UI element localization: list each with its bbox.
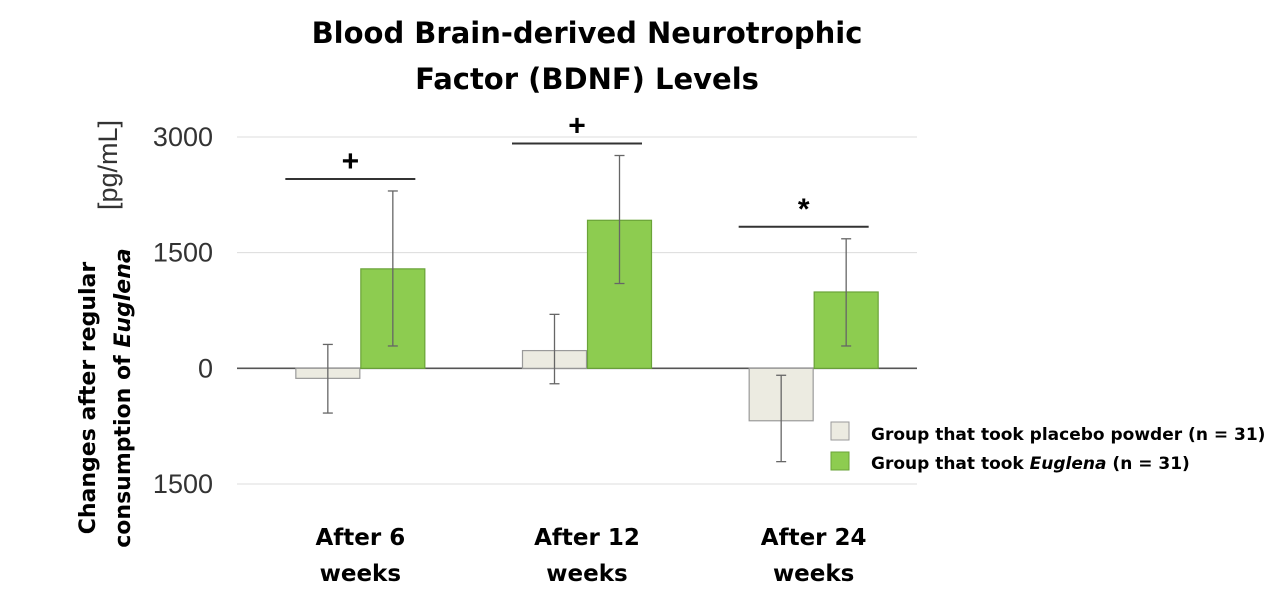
- chart-title-line-2: Factor (BDNF) Levels: [415, 62, 759, 96]
- legend-swatch-euglena: [830, 451, 850, 471]
- significance-symbol-2: *: [798, 193, 810, 226]
- error-bars: [322, 154, 852, 463]
- legend-swatch-placebo: [830, 421, 850, 441]
- legend-label-euglena-before: Group that took: [871, 454, 1030, 474]
- x-category-label-2-line-1: weeks: [773, 561, 854, 587]
- chart-title-line-1: Blood Brain-derived Neurotrophic: [312, 16, 863, 50]
- x-category-label-0-line-1: weeks: [320, 561, 401, 587]
- legend-label-euglena-italic: Euglena: [1030, 454, 1107, 474]
- legend-label-placebo: Group that took placebo powder (n = 31): [871, 425, 1265, 445]
- y-tick-label-1: 1500: [153, 238, 213, 268]
- y-tick-labels: 3000 1500 0 1500: [153, 122, 213, 499]
- legend-label-euglena-after: (n = 31): [1107, 454, 1190, 474]
- y-axis-label-italic: Euglena: [111, 248, 136, 347]
- significance-symbol-0: +: [342, 145, 360, 178]
- legend-label-placebo-text: Group that took placebo powder (n = 31): [871, 425, 1265, 445]
- x-category-label-2-line-0: After 24: [761, 525, 867, 551]
- bars: [295, 219, 879, 422]
- y-tick-label-3: 1500: [153, 469, 213, 499]
- y-axis-unit: [pg/mL]: [93, 120, 123, 210]
- y-axis-label-line-1: Changes after regular: [76, 262, 101, 535]
- y-tick-label-0: 3000: [153, 122, 213, 152]
- legend: Group that took placebo powder (n = 31) …: [830, 421, 1265, 474]
- y-tick-label-2: 0: [198, 353, 213, 383]
- x-category-label-1-line-0: After 12: [534, 525, 640, 551]
- y-axis-label-line-2: consumption of Euglena: [111, 248, 136, 548]
- significance-symbol-1: +: [568, 110, 586, 143]
- significance-markers: + + *: [285, 110, 869, 228]
- x-category-label-0-line-0: After 6: [315, 525, 405, 551]
- x-category-label-1-line-1: weeks: [546, 561, 627, 587]
- legend-label-euglena: Group that took Euglena (n = 31): [871, 454, 1190, 474]
- y-axis-label-line-2-text: consumption of: [111, 348, 136, 548]
- x-category-labels: After 6 weeks After 12 weeks After 24 weeks: [315, 525, 866, 587]
